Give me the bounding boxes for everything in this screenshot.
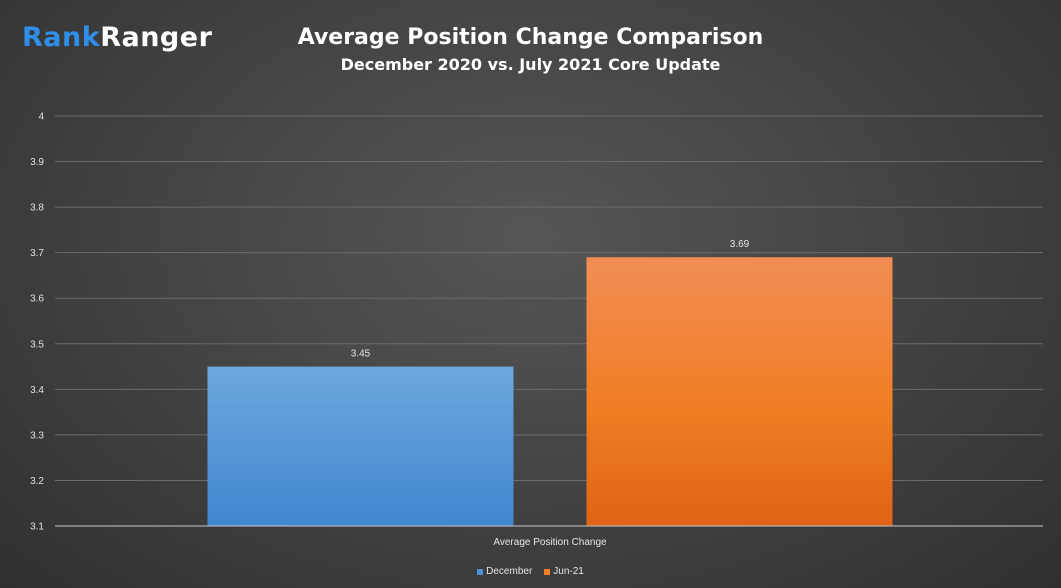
chart-subtitle: December 2020 vs. July 2021 Core Update bbox=[340, 55, 721, 74]
chart-title: Average Position Change Comparison bbox=[297, 25, 764, 50]
y-tick-label: 3.3 bbox=[30, 430, 44, 441]
y-tick-label: 3.5 bbox=[30, 339, 44, 350]
legend-swatch-jun21 bbox=[544, 568, 551, 575]
y-tick-label: 3.1 bbox=[30, 522, 44, 533]
legend-label-december: December bbox=[486, 566, 533, 577]
legend-item-december: December bbox=[477, 566, 532, 577]
y-tick-label: 3.2 bbox=[30, 476, 44, 487]
legend: December Jun-21 bbox=[0, 566, 1061, 577]
gridlines bbox=[55, 115, 1043, 481]
legend-label-jun21: Jun-21 bbox=[553, 566, 584, 577]
bar-december bbox=[207, 366, 514, 526]
x-category-label: Average Position Change bbox=[493, 537, 607, 548]
y-tick-label: 3.6 bbox=[30, 294, 44, 305]
y-tick-label: 4 bbox=[38, 112, 44, 123]
logo-ranger-text: Ranger bbox=[100, 22, 213, 53]
bar-jun21 bbox=[586, 257, 893, 526]
y-tick-label: 3.4 bbox=[30, 385, 44, 396]
y-tick-label: 3.8 bbox=[30, 203, 44, 214]
data-labels: 3.45 3.69 bbox=[351, 239, 750, 359]
y-tick-label: 3.9 bbox=[30, 157, 44, 168]
logo-rank-text: Rank bbox=[22, 22, 101, 53]
rankranger-logo: RankRanger bbox=[22, 22, 212, 53]
legend-swatch-december bbox=[477, 568, 484, 575]
data-label: 3.69 bbox=[730, 239, 750, 250]
data-label: 3.45 bbox=[351, 349, 371, 360]
y-axis-tick-labels: 3.1 3.2 3.3 3.4 3.5 3.6 3.7 3.8 3.9 4 bbox=[30, 112, 44, 533]
y-tick-label: 3.7 bbox=[30, 248, 44, 259]
bars bbox=[207, 257, 893, 526]
legend-item-jun21: Jun-21 bbox=[544, 566, 584, 577]
chart-title-block: Average Position Change Comparison Decem… bbox=[0, 24, 1061, 76]
